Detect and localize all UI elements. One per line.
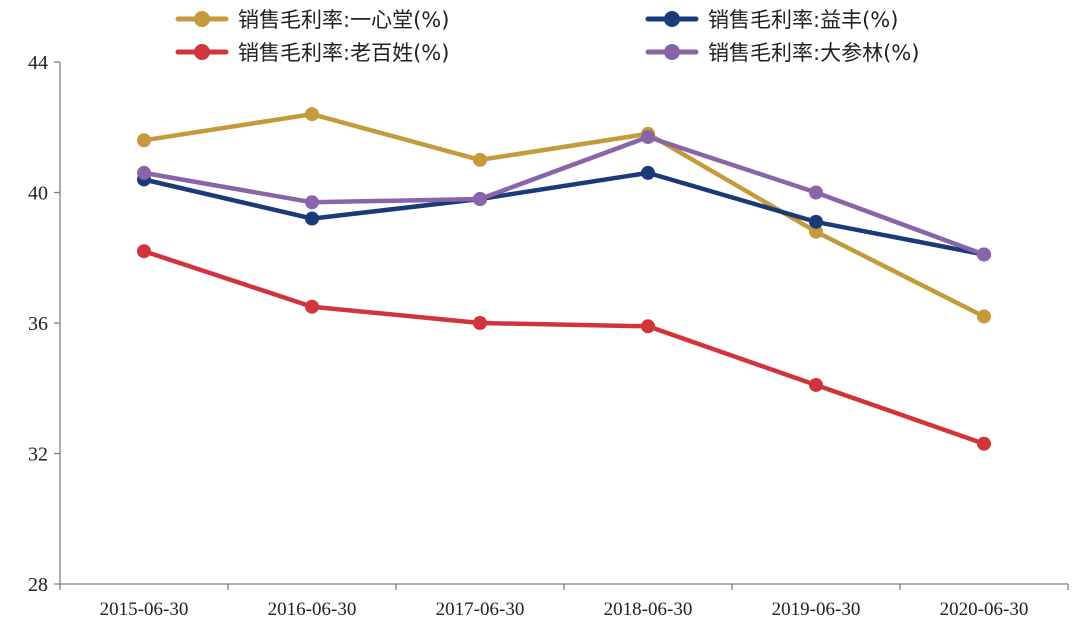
data-point [809, 224, 823, 239]
series-layer [137, 107, 991, 451]
y-tick-label: 44 [28, 52, 48, 74]
x-tick-label: 2015-06-30 [100, 599, 189, 620]
legend-swatch-marker [194, 11, 210, 27]
data-point [641, 130, 655, 145]
series-line [141, 248, 987, 446]
data-point [137, 165, 151, 180]
series-line [141, 170, 987, 257]
legend-item-2: 销售毛利率:老百姓(%) [175, 41, 449, 65]
x-tick-label: 2016-06-30 [268, 599, 357, 620]
series-2 [137, 244, 991, 451]
data-point [473, 316, 487, 330]
legend: 销售毛利率:一心堂(%) 销售毛利率:益丰(%) 销售毛利率:老百姓(%) 销售毛利率… [175, 8, 919, 65]
legend-label: 销售毛利率:老百姓(%) [238, 41, 449, 65]
legend-label: 销售毛利率:大参林(%) [708, 41, 919, 65]
data-point [305, 211, 319, 226]
series-line [141, 111, 987, 319]
data-point [977, 247, 991, 262]
data-point [473, 152, 487, 167]
data-point [977, 309, 991, 324]
series-line [141, 134, 987, 257]
y-tick-label: 36 [28, 313, 48, 335]
y-tick-label: 40 [28, 183, 48, 205]
data-point [137, 244, 151, 259]
x-tick-label: 2019-06-30 [772, 599, 861, 620]
y-tick-label: 28 [28, 574, 48, 596]
series-3 [137, 130, 991, 262]
legend-label: 销售毛利率:一心堂(%) [238, 8, 449, 32]
axes: 28 32 36 40 44 2015-06-30 2016-06-30 2017-06-30… [28, 52, 1069, 620]
x-tick-label: 2018-06-30 [604, 599, 693, 620]
data-point [809, 185, 823, 200]
data-point [641, 165, 655, 180]
legend-label: 销售毛利率:益丰(%) [708, 8, 898, 32]
data-point [809, 377, 823, 392]
series-1 [137, 165, 991, 262]
legend-item-0: 销售毛利率:一心堂(%) [175, 8, 449, 32]
legend-item-3: 销售毛利率:大参林(%) [645, 41, 919, 65]
x-tick-label: 2020-06-30 [940, 599, 1029, 620]
y-tick-label: 32 [28, 444, 48, 466]
data-point [137, 133, 151, 148]
legend-swatch-marker [664, 11, 680, 27]
data-point [305, 107, 319, 122]
data-point [305, 299, 319, 314]
legend-swatch-marker [664, 44, 680, 60]
data-point [977, 436, 991, 451]
data-point [809, 214, 823, 229]
data-point [641, 319, 655, 334]
x-tick-label: 2017-06-30 [436, 599, 525, 620]
legend-swatch-marker [194, 44, 210, 60]
series-0 [137, 107, 991, 324]
legend-item-1: 销售毛利率:益丰(%) [645, 8, 898, 32]
data-point [305, 195, 319, 210]
data-point [473, 192, 487, 207]
